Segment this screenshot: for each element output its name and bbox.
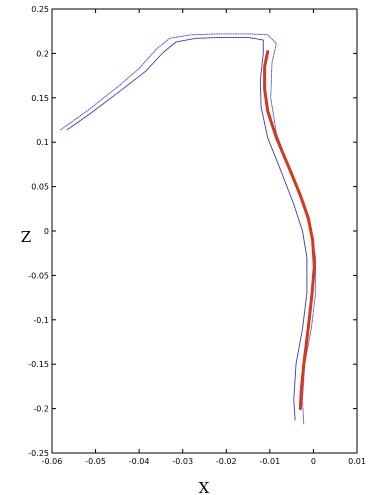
y-tick-label: -0.1 xyxy=(33,316,49,325)
series-line-1 xyxy=(60,33,317,426)
x-tick-label: -0.02 xyxy=(216,457,237,466)
y-tick-label: 0 xyxy=(44,227,49,236)
y-tick-label: -0.25 xyxy=(28,449,49,458)
x-tick-label: 0.01 xyxy=(348,457,366,466)
x-tick-label: -0.06 xyxy=(42,457,63,466)
y-tick-label: -0.15 xyxy=(28,360,49,369)
y-tick-label: 0.1 xyxy=(36,138,49,147)
x-tick-label: -0.04 xyxy=(129,457,150,466)
x-axis-label: X xyxy=(199,479,210,495)
y-tick-label: -0.2 xyxy=(33,405,49,414)
y-tick-label: 0.15 xyxy=(31,94,49,103)
x-tick-label: -0.05 xyxy=(85,457,106,466)
y-tick-label: 0.2 xyxy=(36,49,49,58)
plot-frame xyxy=(51,8,358,454)
y-tick-label: -0.05 xyxy=(28,271,49,280)
y-tick-label: 0.25 xyxy=(31,5,49,14)
x-tick-label: -0.01 xyxy=(260,457,281,466)
series-line-3 xyxy=(263,50,316,411)
y-axis-label: Z xyxy=(21,228,31,246)
x-tick-label: 0 xyxy=(311,457,316,466)
y-tick-label: 0.05 xyxy=(31,183,49,192)
series-line-2 xyxy=(66,36,308,421)
x-tick-label: -0.03 xyxy=(172,457,193,466)
